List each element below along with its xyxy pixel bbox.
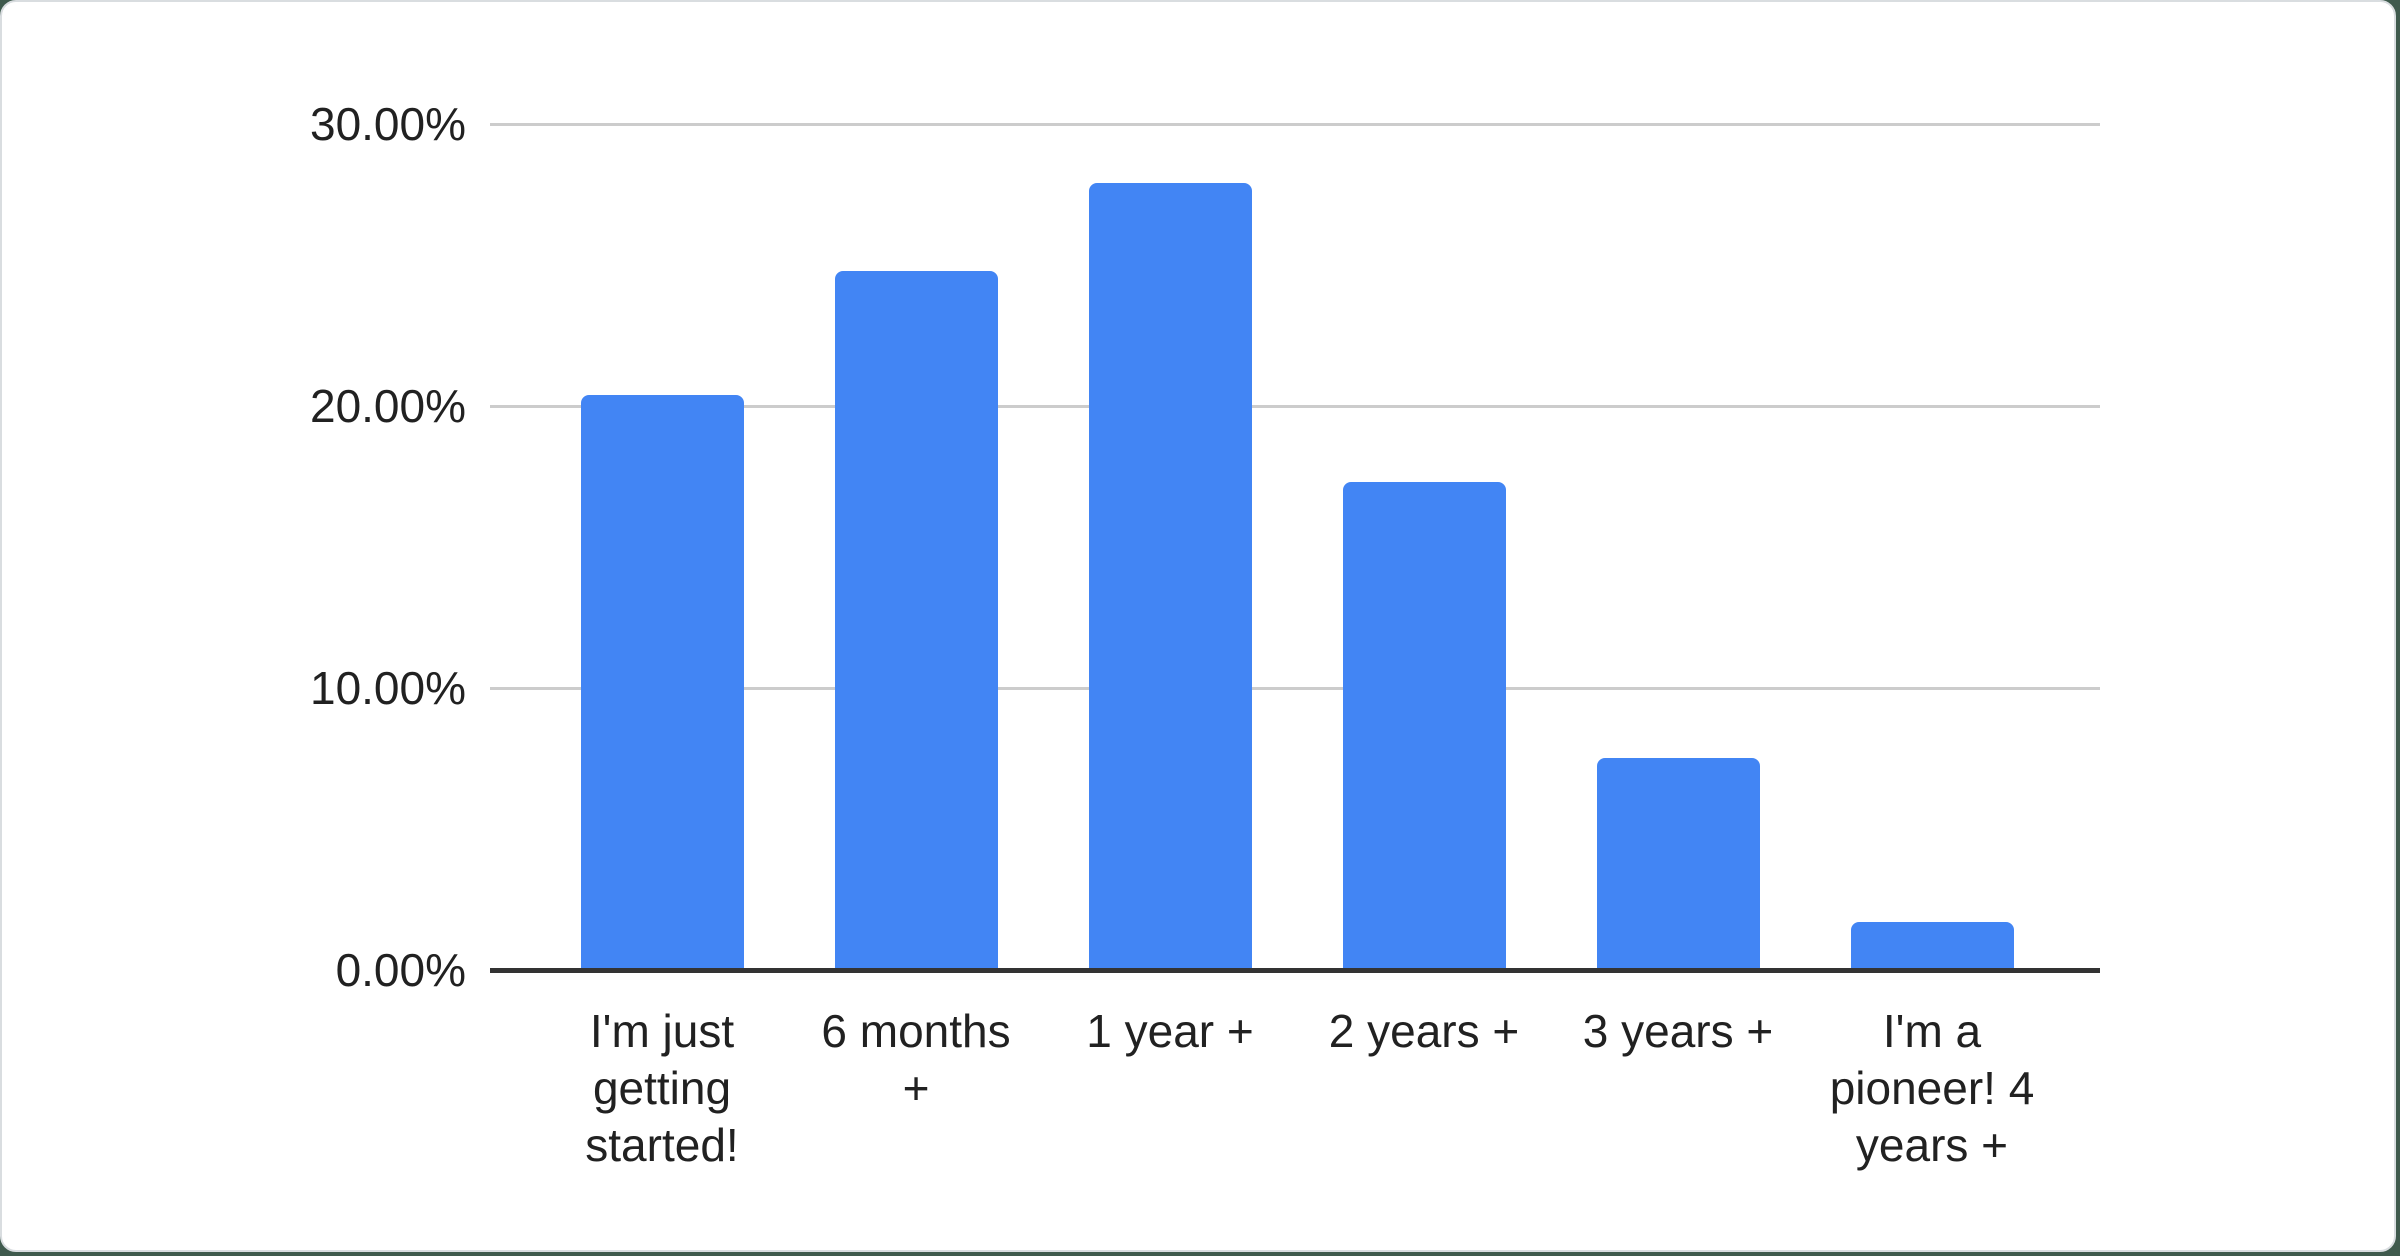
bar-5[interactable] (1596, 758, 1760, 970)
bar-6[interactable] (1850, 922, 2014, 970)
x-axis-baseline (490, 967, 2100, 973)
bar-1[interactable] (580, 395, 744, 970)
x-axis-category-label-1: I'm just getting started! (585, 1005, 739, 1171)
x-axis-category-label-3: 1 year + (1086, 1005, 1254, 1057)
bar-4[interactable] (1342, 482, 1506, 970)
y-gridline-20 (490, 404, 2100, 408)
bar-3[interactable] (1088, 183, 1252, 970)
x-axis-category-label-4: 2 years + (1328, 1005, 1520, 1057)
y-axis-tick-label-20: 20.00% (309, 380, 466, 432)
x-axis-category-label-6: I'm a pioneer! 4 years + (1829, 1005, 2035, 1171)
y-axis-tick-label-0: 0.00% (335, 944, 466, 996)
y-gridline-10 (490, 686, 2100, 690)
y-axis-tick-label-10: 10.00% (309, 662, 466, 714)
y-gridline-30 (490, 122, 2100, 126)
bar-2[interactable] (834, 271, 998, 970)
y-axis-tick-label-30: 30.00% (309, 98, 466, 150)
x-axis-category-label-5: 3 years + (1582, 1005, 1774, 1057)
x-axis-category-label-2: 6 months + (821, 1005, 1011, 1114)
